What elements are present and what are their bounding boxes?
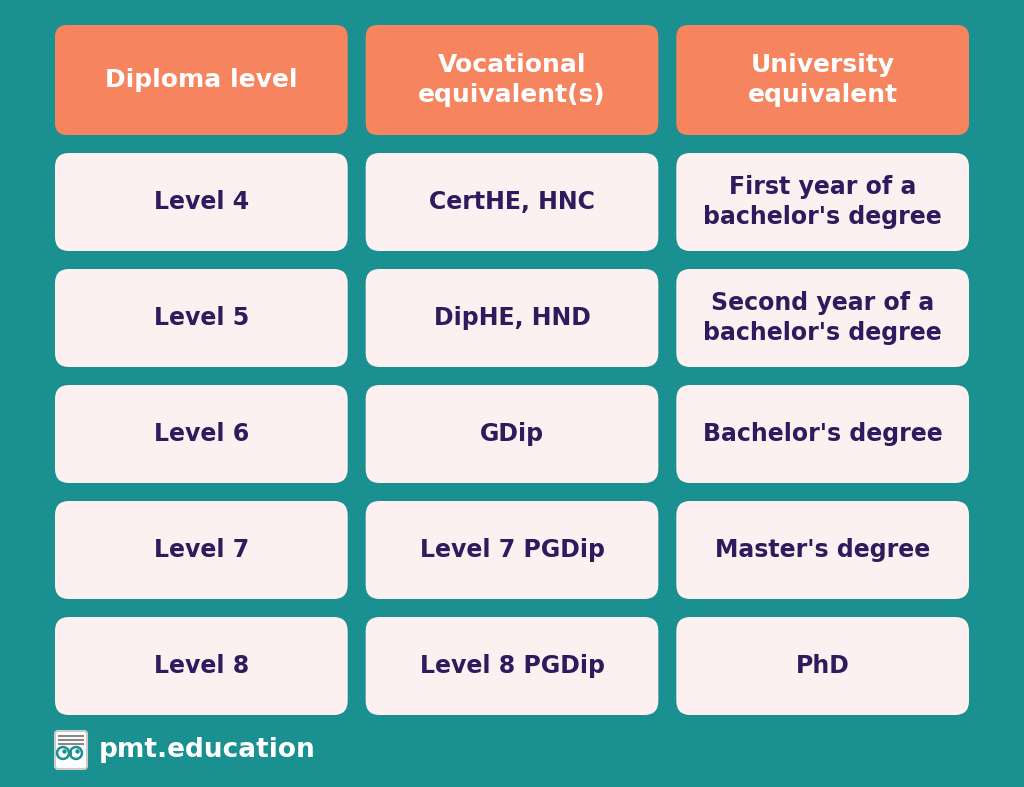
FancyBboxPatch shape	[676, 25, 969, 135]
Circle shape	[56, 747, 70, 759]
Text: Level 7: Level 7	[154, 538, 249, 562]
Text: CertHE, HNC: CertHE, HNC	[429, 190, 595, 214]
Text: Second year of a
bachelor's degree: Second year of a bachelor's degree	[703, 290, 942, 345]
FancyBboxPatch shape	[676, 269, 969, 367]
FancyBboxPatch shape	[366, 617, 658, 715]
Text: GDip: GDip	[480, 422, 544, 446]
Text: pmt.education: pmt.education	[99, 737, 315, 763]
FancyBboxPatch shape	[366, 269, 658, 367]
FancyBboxPatch shape	[55, 617, 348, 715]
Circle shape	[63, 750, 66, 753]
Text: First year of a
bachelor's degree: First year of a bachelor's degree	[703, 175, 942, 229]
Circle shape	[59, 749, 67, 757]
FancyBboxPatch shape	[366, 385, 658, 483]
Circle shape	[72, 749, 80, 757]
Text: Level 5: Level 5	[154, 306, 249, 330]
FancyBboxPatch shape	[676, 617, 969, 715]
FancyBboxPatch shape	[55, 25, 348, 135]
Text: PhD: PhD	[796, 654, 850, 678]
Text: Level 7 PGDip: Level 7 PGDip	[420, 538, 604, 562]
FancyBboxPatch shape	[676, 385, 969, 483]
FancyBboxPatch shape	[366, 153, 658, 251]
Text: Master's degree: Master's degree	[715, 538, 930, 562]
Text: Level 4: Level 4	[154, 190, 249, 214]
FancyBboxPatch shape	[676, 153, 969, 251]
Circle shape	[70, 747, 83, 759]
Text: Diploma level: Diploma level	[105, 68, 298, 92]
Text: DipHE, HND: DipHE, HND	[433, 306, 591, 330]
FancyBboxPatch shape	[55, 385, 348, 483]
FancyBboxPatch shape	[676, 501, 969, 599]
FancyBboxPatch shape	[366, 501, 658, 599]
FancyBboxPatch shape	[55, 153, 348, 251]
Circle shape	[76, 750, 79, 753]
Text: Level 8: Level 8	[154, 654, 249, 678]
Text: Level 6: Level 6	[154, 422, 249, 446]
FancyBboxPatch shape	[55, 501, 348, 599]
FancyBboxPatch shape	[55, 269, 348, 367]
Text: Level 8 PGDip: Level 8 PGDip	[420, 654, 604, 678]
FancyBboxPatch shape	[366, 25, 658, 135]
Text: Bachelor's degree: Bachelor's degree	[702, 422, 942, 446]
Text: Vocational
equivalent(s): Vocational equivalent(s)	[418, 53, 606, 107]
Text: University
equivalent: University equivalent	[748, 53, 898, 107]
FancyBboxPatch shape	[55, 731, 87, 769]
